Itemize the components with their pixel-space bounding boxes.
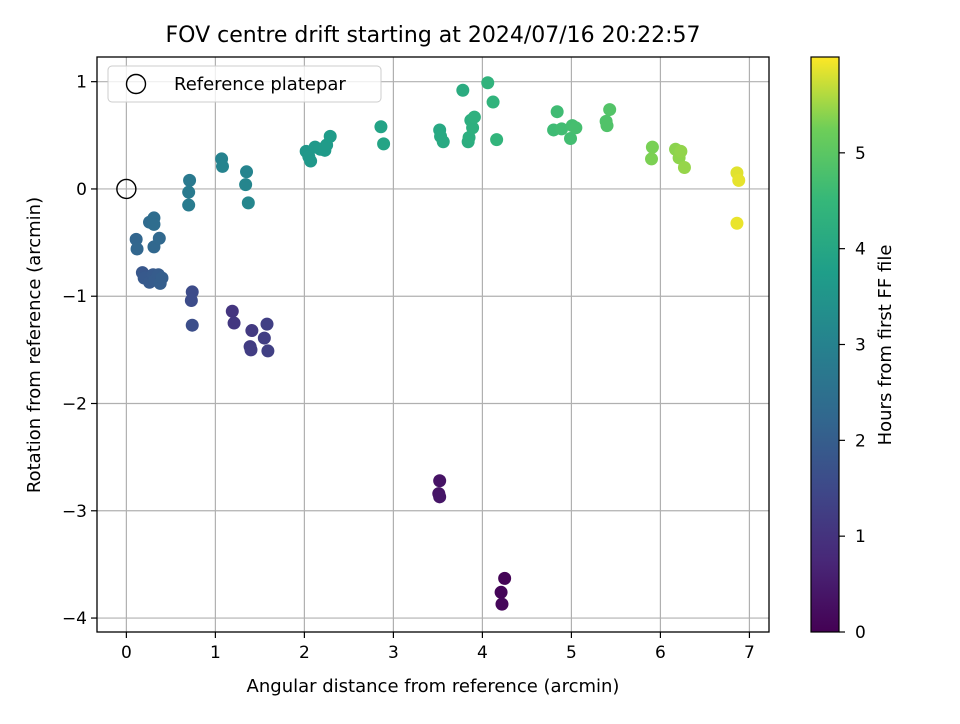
y-tick-label: −2 xyxy=(62,395,87,415)
colorbar-tick-label: 5 xyxy=(855,144,866,164)
x-tick-label: 4 xyxy=(477,643,488,663)
data-point xyxy=(323,129,337,143)
data-point xyxy=(486,95,500,109)
x-tick-label: 3 xyxy=(388,643,399,663)
data-point xyxy=(645,140,659,154)
data-point xyxy=(225,304,239,318)
data-point xyxy=(152,231,166,245)
data-point xyxy=(677,160,691,174)
data-point xyxy=(261,344,275,358)
data-point xyxy=(498,571,512,585)
x-axis-ticks: 0 1 2 3 4 5 6 7 xyxy=(121,632,755,663)
y-tick-label: −1 xyxy=(62,287,87,307)
data-point xyxy=(239,178,253,192)
data-point xyxy=(433,490,447,504)
data-point xyxy=(481,76,495,90)
colorbar-tick-label: 1 xyxy=(855,527,866,547)
y-tick-label: 1 xyxy=(76,73,87,93)
colorbar-gradient xyxy=(810,56,840,633)
data-point xyxy=(129,232,143,246)
reference-platepar-point xyxy=(116,178,137,200)
colorbar: 0 1 2 3 4 5 Hours from first FF file xyxy=(810,56,896,643)
data-point xyxy=(564,132,578,146)
x-tick-label: 6 xyxy=(655,643,666,663)
data-point xyxy=(466,121,480,135)
data-point xyxy=(467,110,481,124)
legend-box xyxy=(107,65,382,103)
reference-marker xyxy=(116,178,137,200)
data-point xyxy=(730,216,744,230)
data-point xyxy=(241,196,255,210)
colorbar-tick-label: 2 xyxy=(855,431,866,451)
data-point xyxy=(732,173,746,187)
data-point xyxy=(495,597,509,611)
data-point xyxy=(569,121,583,135)
colorbar-tick-label: 3 xyxy=(855,336,866,356)
y-tick-label: −4 xyxy=(62,609,87,629)
colorbar-label: Hours from first FF file xyxy=(875,245,896,446)
data-point xyxy=(674,144,688,158)
data-point xyxy=(257,331,271,345)
data-point xyxy=(244,343,258,357)
colorbar-tick-label: 4 xyxy=(855,240,866,260)
data-point xyxy=(555,122,569,136)
data-point xyxy=(227,316,241,330)
y-axis-ticks: −4 −3 −2 −1 0 1 xyxy=(62,73,97,629)
data-point xyxy=(245,324,259,338)
data-point xyxy=(377,137,391,151)
x-tick-label: 5 xyxy=(566,643,577,663)
colorbar-tick-label: 0 xyxy=(855,623,866,643)
legend-label: Reference platepar xyxy=(174,74,346,95)
x-tick-label: 0 xyxy=(121,643,132,663)
data-points xyxy=(129,76,746,611)
data-point xyxy=(155,271,169,285)
data-point xyxy=(550,105,564,119)
data-point xyxy=(494,585,508,599)
data-point xyxy=(600,119,614,133)
data-point xyxy=(215,159,229,173)
y-tick-label: 0 xyxy=(76,180,87,200)
data-point xyxy=(645,152,659,166)
data-point xyxy=(184,294,198,308)
plot-frame xyxy=(96,56,770,633)
data-point xyxy=(603,103,617,117)
data-point xyxy=(436,135,450,149)
x-axis-label: Angular distance from reference (arcmin) xyxy=(247,676,620,697)
x-tick-label: 7 xyxy=(744,643,755,663)
data-point xyxy=(374,120,388,134)
y-axis-label: Rotation from reference (arcmin) xyxy=(24,197,45,493)
grid-lines xyxy=(97,57,769,632)
x-tick-label: 2 xyxy=(299,643,310,663)
legend: Reference platepar xyxy=(107,65,382,103)
x-tick-label: 1 xyxy=(210,643,221,663)
data-point xyxy=(260,317,274,331)
data-point xyxy=(182,185,196,199)
legend-reference-marker xyxy=(125,73,147,95)
chart-title: FOV centre drift starting at 2024/07/16 … xyxy=(166,23,701,48)
data-point xyxy=(304,154,318,168)
colorbar-ticks: 0 1 2 3 4 5 xyxy=(839,144,866,643)
data-point xyxy=(147,217,161,231)
data-point xyxy=(490,133,504,147)
data-point xyxy=(130,242,144,256)
data-point xyxy=(185,318,199,332)
y-tick-label: −3 xyxy=(62,502,87,522)
data-point xyxy=(240,165,254,179)
data-point xyxy=(183,173,197,187)
data-point xyxy=(433,474,447,488)
data-point xyxy=(182,198,196,212)
data-point xyxy=(456,83,470,97)
